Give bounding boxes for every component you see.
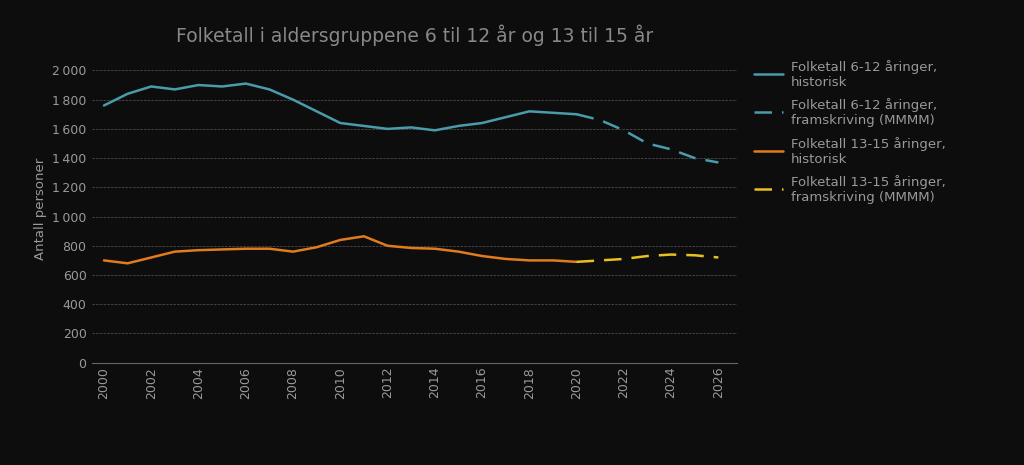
Folketall 6-12 åringer,
historisk bbox=[98, 103, 111, 108]
Folketall 6-12 åringer,
historisk bbox=[193, 82, 205, 88]
Folketall 13-15 åringer,
historisk bbox=[287, 249, 299, 254]
Folketall 6-12 åringer,
historisk bbox=[476, 120, 488, 126]
Folketall 6-12 åringer,
historisk bbox=[287, 97, 299, 102]
Folketall 13-15 åringer,
historisk bbox=[500, 256, 512, 262]
Folketall 13-15 åringer,
framskriving (MMMM) bbox=[713, 255, 725, 260]
Folketall 6-12 åringer,
historisk bbox=[547, 110, 559, 116]
Folketall 13-15 åringer,
historisk bbox=[547, 258, 559, 263]
Y-axis label: Antall personer: Antall personer bbox=[34, 158, 47, 260]
Folketall 13-15 åringer,
historisk bbox=[476, 253, 488, 259]
Folketall 6-12 åringer,
framskriving (MMMM) bbox=[594, 117, 606, 123]
Folketall 13-15 åringer,
historisk bbox=[145, 255, 158, 260]
Line: Folketall 13-15 åringer,
framskriving (MMMM): Folketall 13-15 åringer, framskriving (M… bbox=[577, 254, 719, 262]
Folketall 13-15 åringer,
historisk bbox=[98, 258, 111, 263]
Folketall 13-15 åringer,
historisk bbox=[263, 246, 275, 252]
Folketall 13-15 åringer,
historisk bbox=[523, 258, 536, 263]
Folketall 6-12 åringer,
framskriving (MMMM) bbox=[641, 141, 653, 146]
Folketall 6-12 åringer,
historisk bbox=[429, 127, 441, 133]
Folketall 13-15 åringer,
historisk bbox=[122, 260, 134, 266]
Folketall 6-12 åringer,
framskriving (MMMM) bbox=[570, 112, 583, 117]
Folketall 13-15 åringer,
framskriving (MMMM) bbox=[617, 256, 630, 262]
Legend: Folketall 6-12 åringer,
historisk, Folketall 6-12 åringer,
framskriving (MMMM), : Folketall 6-12 åringer, historisk, Folke… bbox=[751, 56, 950, 208]
Folketall 6-12 åringer,
historisk bbox=[570, 112, 583, 117]
Folketall 13-15 åringer,
framskriving (MMMM) bbox=[594, 258, 606, 263]
Folketall 13-15 åringer,
framskriving (MMMM) bbox=[665, 252, 677, 257]
Line: Folketall 6-12 åringer,
framskriving (MMMM): Folketall 6-12 åringer, framskriving (MM… bbox=[577, 114, 719, 162]
Folketall 6-12 åringer,
framskriving (MMMM) bbox=[617, 127, 630, 133]
Folketall 13-15 åringer,
historisk bbox=[334, 237, 346, 243]
Folketall 13-15 åringer,
historisk bbox=[381, 243, 393, 249]
Line: Folketall 6-12 åringer,
historisk: Folketall 6-12 åringer, historisk bbox=[104, 84, 577, 130]
Folketall 13-15 åringer,
historisk bbox=[453, 249, 465, 254]
Folketall 13-15 åringer,
historisk bbox=[406, 245, 418, 251]
Folketall 6-12 åringer,
framskriving (MMMM) bbox=[688, 155, 700, 161]
Folketall 13-15 åringer,
historisk bbox=[570, 259, 583, 265]
Folketall 6-12 åringer,
historisk bbox=[381, 126, 393, 132]
Folketall 13-15 åringer,
historisk bbox=[310, 245, 323, 250]
Folketall 6-12 åringer,
historisk bbox=[263, 86, 275, 92]
Folketall 6-12 åringer,
historisk bbox=[406, 125, 418, 130]
Folketall 13-15 åringer,
historisk bbox=[240, 246, 252, 252]
Folketall 6-12 åringer,
framskriving (MMMM) bbox=[713, 159, 725, 165]
Line: Folketall 13-15 åringer,
historisk: Folketall 13-15 åringer, historisk bbox=[104, 236, 577, 263]
Folketall 13-15 åringer,
historisk bbox=[429, 246, 441, 252]
Folketall 6-12 åringer,
historisk bbox=[334, 120, 346, 126]
Folketall 6-12 åringer,
historisk bbox=[216, 84, 228, 89]
Folketall 6-12 åringer,
historisk bbox=[310, 108, 323, 114]
Folketall 6-12 åringer,
historisk bbox=[453, 123, 465, 129]
Folketall 13-15 åringer,
framskriving (MMMM) bbox=[688, 252, 700, 258]
Folketall 13-15 åringer,
historisk bbox=[357, 233, 370, 239]
Folketall 6-12 åringer,
historisk bbox=[523, 108, 536, 114]
Folketall 6-12 åringer,
historisk bbox=[500, 114, 512, 120]
Folketall 6-12 åringer,
historisk bbox=[122, 91, 134, 97]
Folketall 13-15 åringer,
framskriving (MMMM) bbox=[570, 259, 583, 265]
Folketall 6-12 åringer,
historisk bbox=[169, 86, 181, 92]
Folketall 13-15 åringer,
historisk bbox=[169, 249, 181, 254]
Folketall 13-15 åringer,
framskriving (MMMM) bbox=[641, 253, 653, 259]
Folketall 6-12 åringer,
historisk bbox=[357, 123, 370, 129]
Title: Folketall i aldersgruppene 6 til 12 år og 13 til 15 år: Folketall i aldersgruppene 6 til 12 år o… bbox=[176, 24, 653, 46]
Folketall 13-15 åringer,
historisk bbox=[216, 246, 228, 252]
Folketall 13-15 åringer,
historisk bbox=[193, 247, 205, 253]
Folketall 6-12 åringer,
historisk bbox=[145, 84, 158, 89]
Folketall 6-12 åringer,
framskriving (MMMM) bbox=[665, 146, 677, 152]
Folketall 6-12 åringer,
historisk bbox=[240, 81, 252, 86]
